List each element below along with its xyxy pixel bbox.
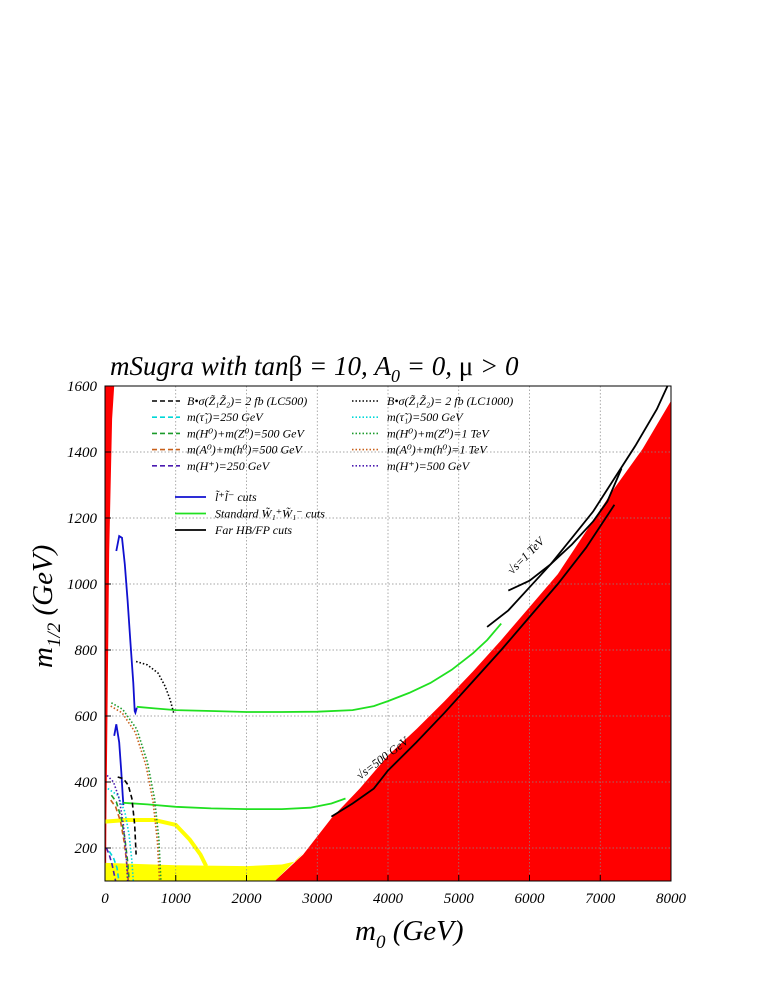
y-tick-label: 600 [75, 709, 98, 725]
x-tick-label: 4000 [373, 891, 404, 907]
legend-label: m(τ̃₁)=250 GeV [187, 410, 264, 424]
legend-label: m(τ̃₁)=500 GeV [387, 410, 464, 424]
axis-ticks: 0 1000 2000 3000 4000 5000 6000 7000 8000 200 400 6… [67, 379, 687, 907]
x-tick-label: 6000 [515, 891, 546, 907]
series-line-15 [105, 847, 117, 882]
legend-label: m(A⁰)+m(h⁰)=500 GeV [187, 443, 303, 457]
excluded-right-region [274, 400, 671, 881]
x-tick-label: 8000 [656, 891, 687, 907]
series-line-1 [113, 724, 125, 806]
x-tick-label: 2000 [232, 891, 263, 907]
x-tick-label: 5000 [444, 891, 475, 907]
legend-label: m(A⁰)+m(h⁰)=1 TeV [387, 443, 488, 457]
legend-label: B•σ(Z̃₁Z̃₂)= 2 fb (LC1000) [387, 394, 513, 408]
series-line-4 [486, 385, 669, 628]
series-line-0 [115, 534, 138, 716]
y-tick-label: 200 [75, 841, 98, 857]
y-tick-label: 1600 [67, 379, 98, 395]
series-lines [105, 385, 669, 882]
legend-label: m(H⁰)+m(Z⁰)=1 TeV [387, 426, 490, 440]
legend: B•σ(Z̃₁Z̃₂)= 2 fb (LC500) B•σ(Z̃₁Z̃₂)= 2 … [152, 394, 513, 473]
y-axis-label: m1/2 (GeV) [27, 545, 65, 668]
legend-label: B•σ(Z̃₁Z̃₂)= 2 fb (LC500) [187, 394, 307, 408]
x-tick-label: 0 [101, 891, 109, 907]
series-line-7 [117, 776, 137, 855]
series-line-5 [507, 468, 623, 592]
legend-cut-label: Far HB/FP cuts [214, 523, 292, 537]
series-line-2 [136, 623, 502, 713]
series-line-3 [123, 797, 346, 810]
y-tick-label: 800 [75, 643, 98, 659]
y-tick-label: 1400 [67, 445, 98, 461]
series-line-8 [135, 660, 175, 713]
legend-label: m(H⁺)=500 GeV [387, 459, 471, 473]
series-line-6 [330, 504, 616, 818]
legend-cut-label: Standard W̃₁⁺W̃₁⁻ cuts [215, 507, 325, 521]
chart-title: mSugra with tanβ = 10, A0 = 0, μ > 0 [110, 351, 519, 386]
y-tick-label: 400 [75, 775, 98, 791]
y-tick-label: 1000 [67, 577, 98, 593]
series-line-13 [110, 799, 130, 882]
x-axis-label: m0 (GeV) [355, 915, 464, 953]
legend-cut-label: l̃⁺l̃⁻ cuts [215, 490, 257, 504]
series-line-9 [108, 850, 120, 882]
legend-cuts: l̃⁺l̃⁻ cuts Standard W̃₁⁺W̃₁⁻ cuts Far HB/… [175, 490, 325, 537]
excluded-left-region [105, 386, 115, 881]
series-line-14 [110, 705, 161, 882]
series-line-16 [106, 774, 129, 882]
legend-label: m(H⁰)+m(Z⁰)=500 GeV [187, 426, 305, 440]
x-tick-label: 7000 [585, 891, 616, 907]
x-tick-label: 1000 [161, 891, 192, 907]
x-tick-label: 3000 [301, 891, 333, 907]
y-tick-label: 1200 [67, 511, 98, 527]
lep-excluded-region [105, 853, 304, 881]
legend-label: m(H⁺)=250 GeV [187, 459, 271, 473]
